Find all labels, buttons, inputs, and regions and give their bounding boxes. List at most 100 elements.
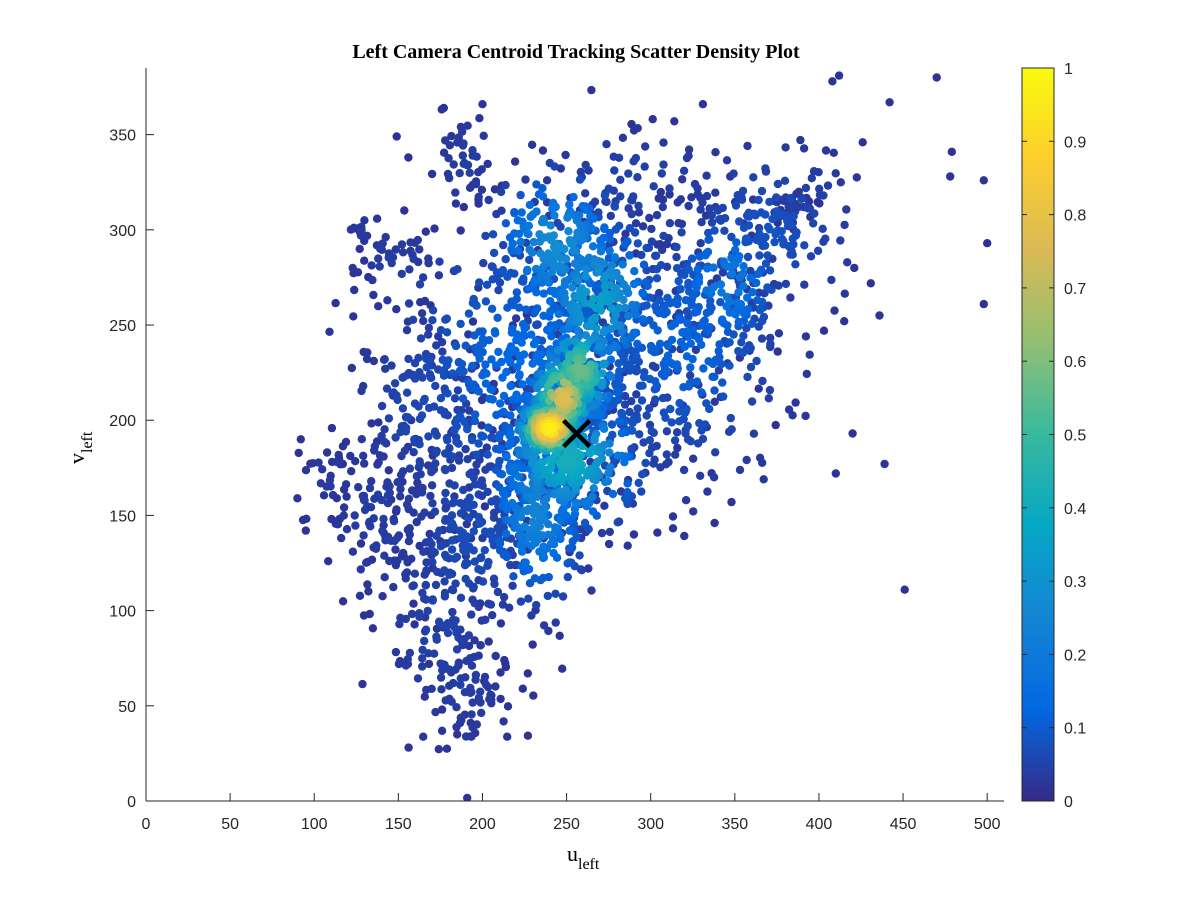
data-point: [493, 523, 502, 533]
data-point: [559, 344, 569, 353]
data-point: [649, 182, 658, 191]
data-point: [747, 319, 757, 328]
data-point: [404, 153, 413, 162]
data-point: [617, 428, 627, 438]
colorbar-tick-label: 0.8: [1064, 208, 1086, 225]
data-point: [318, 465, 327, 474]
data-point: [605, 527, 614, 537]
x-tick-label: 200: [469, 816, 496, 833]
data-point: [501, 255, 510, 264]
data-point: [840, 289, 849, 298]
data-point: [656, 261, 666, 270]
data-point: [821, 146, 831, 155]
data-point: [810, 209, 819, 218]
data-point: [476, 641, 485, 650]
data-point: [771, 230, 780, 239]
data-point: [753, 269, 763, 279]
data-point: [419, 732, 428, 741]
data-point: [447, 131, 456, 141]
data-point: [477, 185, 487, 194]
data-point: [465, 542, 474, 551]
data-point: [441, 488, 450, 498]
data-point: [524, 504, 533, 514]
data-point: [710, 226, 719, 235]
data-point: [517, 338, 526, 347]
data-point: [725, 361, 734, 370]
data-point: [532, 180, 541, 189]
data-point: [503, 702, 513, 711]
data-point: [412, 517, 421, 527]
data-point: [360, 256, 369, 265]
data-point: [461, 732, 471, 741]
data-point: [445, 173, 454, 183]
data-point: [367, 419, 376, 428]
data-point: [477, 395, 487, 405]
data-point: [421, 581, 430, 590]
data-point: [464, 309, 474, 318]
data-point: [638, 470, 647, 479]
data-point: [590, 313, 600, 322]
data-point: [483, 487, 492, 497]
data-point: [979, 299, 988, 309]
colorbar-tick-label: 0.3: [1064, 574, 1086, 591]
data-point: [632, 352, 641, 361]
data-point: [580, 518, 590, 528]
data-point: [614, 359, 623, 368]
data-point: [472, 460, 481, 469]
data-point: [573, 276, 582, 285]
data-point: [532, 352, 541, 361]
data-point: [339, 503, 349, 512]
x-tick-label: 100: [301, 816, 328, 833]
colorbar-gradient: [1021, 67, 1055, 802]
data-point: [834, 71, 844, 80]
data-point: [478, 339, 488, 348]
data-point: [383, 491, 393, 500]
data-point: [637, 250, 646, 260]
data-point: [532, 207, 541, 216]
data-point: [574, 363, 584, 372]
data-point: [735, 273, 745, 282]
data-point: [505, 603, 514, 612]
data-point: [489, 513, 499, 522]
data-point: [749, 429, 759, 438]
data-point: [401, 614, 410, 624]
data-point: [511, 314, 521, 323]
data-point: [613, 518, 622, 527]
data-point: [710, 386, 719, 395]
data-point: [694, 278, 704, 287]
data-point: [492, 209, 501, 219]
y-tick-label: 150: [109, 508, 136, 525]
data-point: [460, 158, 469, 168]
data-point: [464, 503, 473, 512]
data-point: [447, 697, 456, 706]
data-point: [488, 275, 497, 284]
data-point: [369, 356, 378, 366]
data-point: [539, 218, 549, 227]
data-point: [478, 533, 487, 543]
data-point: [805, 350, 814, 359]
data-point: [629, 530, 639, 539]
data-point: [482, 369, 491, 378]
data-point: [664, 457, 673, 467]
data-point: [631, 219, 641, 228]
data-point: [716, 298, 725, 307]
data-point: [681, 296, 690, 305]
data-point: [498, 266, 508, 275]
data-point: [619, 335, 628, 344]
data-point: [356, 565, 365, 574]
data-point: [451, 665, 460, 674]
data-point: [616, 487, 626, 496]
data-point: [419, 316, 428, 326]
y-tick-label: 300: [109, 223, 136, 240]
data-point: [658, 202, 667, 212]
data-point: [858, 138, 867, 147]
data-point: [477, 421, 486, 430]
data-point: [703, 487, 712, 496]
data-point: [478, 327, 487, 336]
data-point: [551, 618, 560, 627]
data-point: [471, 410, 480, 419]
data-point: [606, 372, 615, 381]
data-point: [462, 532, 472, 541]
data-point: [677, 219, 687, 229]
data-point: [979, 176, 988, 185]
